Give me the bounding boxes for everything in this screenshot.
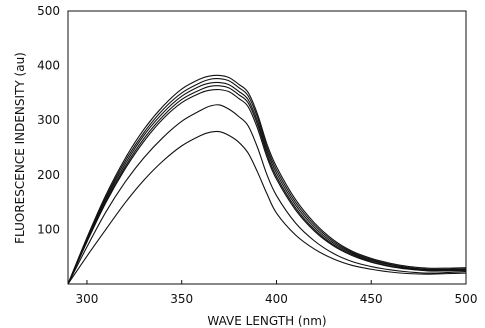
plot-area — [67, 10, 467, 285]
x-axis-title: WAVE LENGTH (nm) — [207, 314, 326, 328]
y-tick-label: 400 — [37, 59, 60, 73]
series-line-7 — [67, 74, 467, 285]
x-tick-label: 400 — [265, 292, 288, 306]
x-tick-label: 300 — [75, 292, 98, 306]
y-tick-label: 300 — [37, 113, 60, 127]
y-axis-ticks: 100 200 300 400 500 — [37, 4, 60, 236]
data-series — [67, 74, 467, 285]
series-line-3 — [67, 88, 467, 285]
x-axis-ticks: 300 350 400 450 500 — [75, 280, 477, 306]
y-tick-label: 200 — [37, 168, 60, 182]
series-line-4 — [67, 85, 467, 285]
series-line-5 — [67, 81, 467, 285]
y-tick-label: 500 — [37, 4, 60, 18]
series-line-6 — [67, 78, 467, 285]
x-tick-label: 450 — [360, 292, 383, 306]
series-line-1 — [67, 130, 467, 285]
series-line-2 — [67, 104, 467, 285]
x-tick-label: 350 — [170, 292, 193, 306]
y-axis-title: FLUORESCENCE INDENSITY (au) — [13, 52, 27, 244]
y-tick-label: 100 — [37, 222, 60, 236]
x-tick-label: 500 — [455, 292, 478, 306]
